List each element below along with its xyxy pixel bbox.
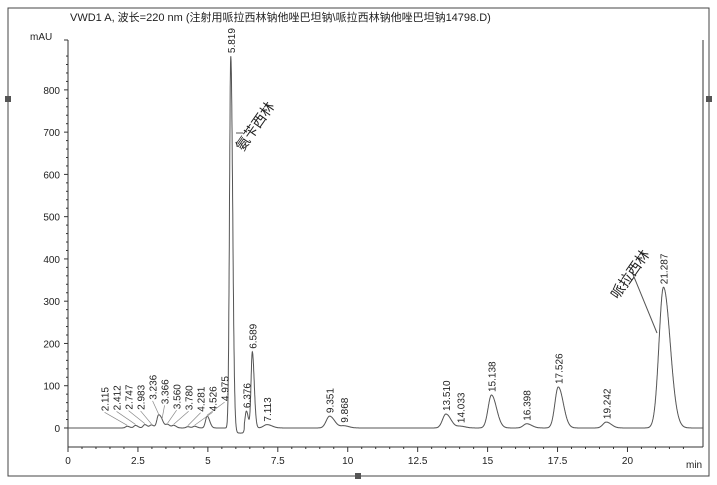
- peak-label-leader-line: [161, 405, 165, 419]
- y-tick-label: 200: [43, 339, 60, 350]
- peak-label: 9.351: [326, 388, 337, 413]
- peak-annotation: 氨苄西林: [232, 99, 277, 154]
- peak-label: 2.115: [101, 387, 112, 412]
- peak-label-leader-line: [116, 411, 136, 425]
- y-tick-label: 0: [54, 424, 60, 435]
- peak-label: 3.780: [185, 385, 196, 410]
- peak-label-leader-line: [173, 411, 189, 425]
- x-tick-label: 0: [65, 456, 71, 467]
- peak-label: 9.868: [340, 397, 351, 422]
- peak-label: 17.526: [554, 353, 565, 384]
- peak-label-leader-line: [187, 412, 201, 426]
- peak-label: 4.526: [209, 386, 220, 411]
- peak-label-leader-line: [194, 411, 213, 426]
- peak-label-leader-line: [152, 400, 159, 414]
- x-tick-label: 15: [482, 456, 494, 467]
- annotation-leader-line: [631, 271, 658, 334]
- chart-title: VWD1 A, 波长=220 nm (注射用哌拉西林钠他唑巴坦钠\哌拉西林钠他唑…: [70, 10, 491, 24]
- peak-label: 6.589: [248, 323, 259, 348]
- peak-label: 2.983: [137, 384, 148, 409]
- x-axis-label: min: [686, 460, 702, 471]
- peak-label-leader-line: [140, 410, 152, 425]
- y-tick-label: 600: [43, 170, 60, 181]
- chromatogram-trace: [68, 56, 703, 434]
- peak-label: 7.113: [263, 397, 274, 422]
- peak-label: 3.236: [149, 374, 160, 399]
- peak-label: 4.975: [221, 376, 232, 401]
- peak-label-leader-line: [167, 409, 177, 424]
- peak-label: 5.819: [227, 28, 238, 53]
- peak-label: 3.366: [161, 379, 172, 404]
- resize-handle-left[interactable]: [5, 96, 11, 102]
- peak-label: 2.747: [125, 384, 136, 409]
- peak-label-leader-line: [206, 401, 225, 416]
- resize-handle-right[interactable]: [706, 96, 712, 102]
- peak-label: 14.033: [457, 392, 468, 423]
- peak-label-leader-line: [128, 410, 146, 424]
- peak-annotation: 哌拉西林: [607, 247, 652, 302]
- peak-label: 2.412: [113, 385, 124, 410]
- peak-label: 19.242: [602, 388, 613, 419]
- peak-label: 6.376: [242, 383, 253, 408]
- peak-label: 21.287: [660, 253, 671, 284]
- x-tick-label: 5: [205, 456, 211, 467]
- peak-label: 13.510: [442, 380, 453, 411]
- peak-label: 4.281: [197, 386, 208, 411]
- x-tick-label: 20: [622, 456, 634, 467]
- y-axis-label: mAU: [30, 32, 52, 43]
- x-tick-label: 17.5: [548, 456, 568, 467]
- peak-label: 3.560: [173, 384, 184, 409]
- x-tick-label: 10: [342, 456, 354, 467]
- peak-label-leader-line: [104, 411, 128, 426]
- y-tick-label: 700: [43, 128, 60, 139]
- y-tick-label: 500: [43, 213, 60, 224]
- y-tick-label: 300: [43, 297, 60, 308]
- resize-handle-bottom[interactable]: [355, 473, 361, 479]
- x-tick-label: 7.5: [271, 456, 285, 467]
- x-tick-label: 2.5: [131, 456, 145, 467]
- y-tick-label: 800: [43, 86, 60, 97]
- peak-label: 15.138: [488, 361, 499, 392]
- y-tick-label: 100: [43, 382, 60, 393]
- y-tick-label: 400: [43, 255, 60, 266]
- peak-label: 16.398: [523, 390, 534, 421]
- x-tick-label: 12.5: [408, 456, 428, 467]
